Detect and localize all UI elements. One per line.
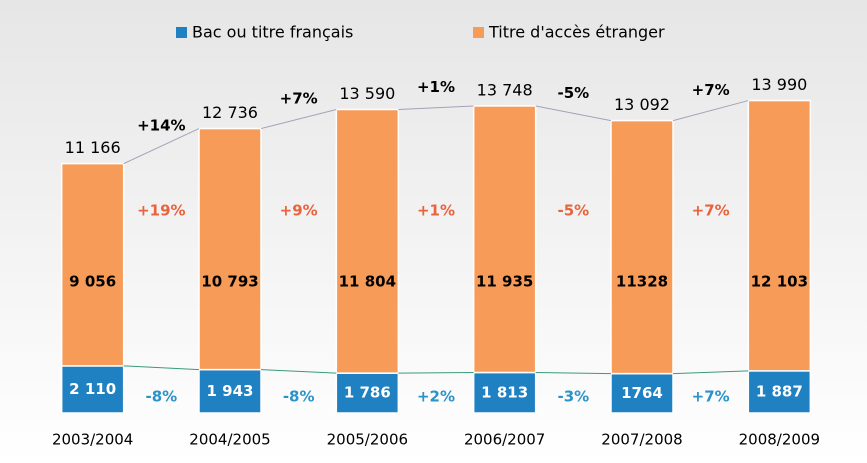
total-label: 11 166	[65, 138, 121, 157]
total-change: +1%	[417, 78, 455, 96]
bar-segment	[472, 105, 537, 374]
total-connector	[260, 109, 337, 130]
blue-change: +2%	[417, 388, 455, 406]
blue-connector	[398, 372, 474, 374]
blue-connector	[123, 365, 200, 371]
bar-segment	[335, 108, 400, 374]
segment-label: 11 804	[339, 273, 396, 291]
bar-segment	[60, 365, 125, 414]
legend-label: Titre d'accès étranger	[488, 23, 665, 42]
orange-change: +7%	[692, 202, 730, 220]
bar-segment	[198, 127, 262, 371]
orange-change: +9%	[280, 202, 318, 220]
total-change: +7%	[280, 90, 318, 108]
blue-change: -8%	[283, 388, 315, 406]
segment-label: 10 793	[201, 273, 258, 291]
segment-label: 9 056	[69, 273, 116, 291]
x-tick-label: 2007/2008	[601, 431, 682, 449]
legend-label: Bac ou titre français	[192, 23, 353, 42]
bar-segment	[747, 99, 812, 372]
x-tick-label: 2006/2007	[464, 431, 545, 449]
bar-segment	[60, 162, 125, 367]
legend-swatch	[176, 27, 187, 38]
segment-label: 1 813	[481, 383, 528, 401]
segment-label: 11328	[616, 273, 668, 291]
segment-label: 12 103	[751, 273, 808, 291]
blue-change: -3%	[557, 388, 589, 406]
legend-swatch	[473, 27, 484, 38]
bar-segment	[610, 119, 674, 375]
segment-label: 1 786	[344, 384, 391, 402]
blue-connector	[260, 369, 337, 374]
total-connector	[123, 128, 200, 165]
total-label: 13 990	[751, 75, 807, 94]
total-label: 13 590	[339, 84, 395, 103]
total-connector	[672, 100, 749, 122]
x-tick-label: 2008/2009	[739, 431, 820, 449]
x-tick-label: 2005/2006	[327, 431, 408, 449]
segment-label: 1 887	[756, 382, 803, 400]
segment-label: 11 935	[476, 273, 533, 291]
bar-segment	[472, 371, 537, 414]
total-connector	[398, 105, 474, 110]
bar-segment	[747, 370, 812, 414]
blue-change: -8%	[145, 388, 177, 406]
total-label: 13 092	[614, 95, 670, 114]
total-change: -5%	[557, 84, 589, 102]
bar-segment	[335, 372, 400, 414]
x-tick-label: 2003/2004	[52, 431, 133, 449]
total-change: +7%	[692, 81, 730, 99]
orange-change: -5%	[557, 202, 589, 220]
total-connector	[535, 105, 612, 122]
blue-connector	[672, 370, 749, 375]
segment-label: 1764	[621, 384, 663, 402]
total-change: +14%	[137, 117, 185, 135]
orange-change: +19%	[137, 202, 185, 220]
blue-connector	[535, 372, 612, 375]
total-label: 12 736	[202, 103, 258, 122]
segment-label: 2 110	[69, 380, 116, 398]
segment-label: 1 943	[207, 382, 254, 400]
total-label: 13 748	[477, 80, 533, 99]
x-tick-label: 2004/2005	[189, 431, 270, 449]
orange-change: +1%	[417, 202, 455, 220]
blue-change: +7%	[692, 388, 730, 406]
